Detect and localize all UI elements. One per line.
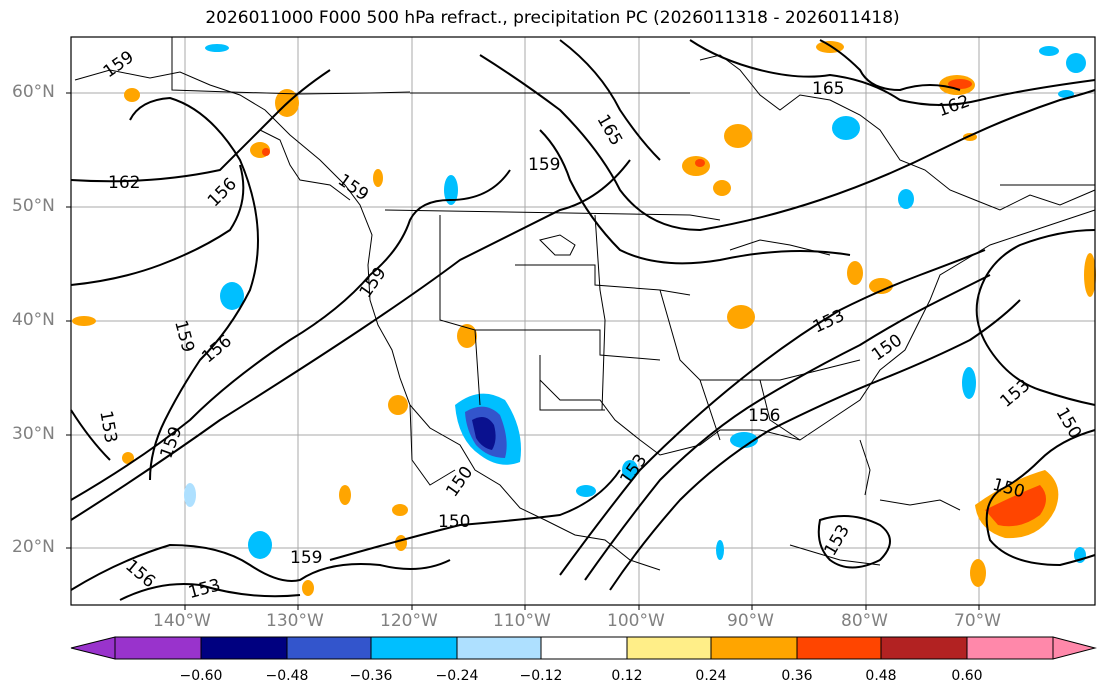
lat-label: 60°N: [12, 82, 55, 102]
colorbar-tick-label: −0.24: [435, 668, 479, 684]
colorbar-tick-label: −0.36: [349, 668, 393, 684]
contour-label: 150: [438, 512, 470, 532]
lat-label: 40°N: [12, 310, 55, 330]
lon-label: 110°W: [493, 611, 551, 631]
contour-line: [70, 69, 331, 183]
contour-line: [70, 543, 451, 591]
lon-label: 90°W: [727, 611, 774, 631]
lon-label: 120°W: [380, 611, 438, 631]
contour-line: [985, 429, 1096, 567]
contour-label: 165: [812, 79, 844, 99]
contour-line: [689, 39, 1096, 106]
lat-label: 50°N: [12, 196, 55, 216]
contour-line: [70, 169, 511, 501]
contour-label: 159: [528, 155, 560, 175]
lon-label: 140°W: [153, 611, 211, 631]
lon-label: 80°W: [841, 611, 888, 631]
colorbar-tick-label: 0.48: [865, 668, 897, 684]
contour-line: [70, 159, 631, 521]
colorbar-tick-label: 0.60: [951, 668, 983, 684]
lon-label: 70°W: [954, 611, 1001, 631]
colorbar-tick-label: −0.60: [179, 668, 223, 684]
contour-line: [129, 96, 259, 481]
colorbar-tick-label: 0.12: [611, 668, 643, 684]
contour-line: [70, 164, 245, 286]
colorbar-tick-label: 0.36: [781, 668, 813, 684]
map-title: 2026011000 F000 500 hPa refract., precip…: [205, 8, 900, 28]
contour-line: [819, 39, 961, 92]
contour-line: [329, 469, 621, 561]
lon-label: 100°W: [607, 611, 665, 631]
refractivity-contours: [70, 39, 1096, 601]
colorbar-tick-label: −0.12: [519, 668, 563, 684]
contour-line: [119, 583, 301, 601]
lat-label: 20°N: [12, 537, 55, 557]
contour-line: [539, 129, 851, 265]
contour-label: 159: [290, 548, 322, 568]
contour-line: [479, 54, 1096, 232]
contour-label: 162: [108, 173, 140, 193]
colorbar: [70, 636, 1097, 660]
contour-line: [584, 274, 991, 581]
contour-line: [817, 515, 891, 569]
colorbar-high-arrow: [1052, 636, 1097, 660]
contour-line: [609, 299, 1021, 591]
colorbar-tick-label: −0.48: [265, 668, 309, 684]
colorbar-low-arrow: [70, 636, 116, 660]
coastlines: [74, 37, 1096, 571]
contour-line: [559, 39, 661, 161]
lon-label: 130°W: [266, 611, 324, 631]
contour-line: [975, 229, 1096, 406]
contour-line: [70, 409, 111, 461]
lat-label: 30°N: [12, 424, 55, 444]
contour-line: [559, 249, 986, 576]
colorbar-tick-label: 0.24: [695, 668, 727, 684]
precip-shading: [72, 41, 1096, 596]
contour-label: 156: [748, 406, 780, 426]
